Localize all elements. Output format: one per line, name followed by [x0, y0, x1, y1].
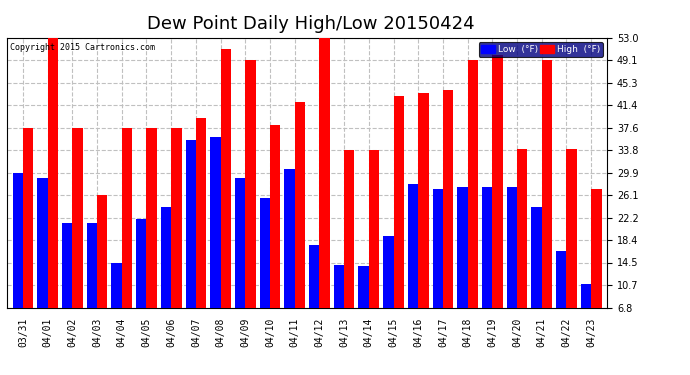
Text: Dew Point Daily High/Low 20150424: Dew Point Daily High/Low 20150424 [147, 15, 474, 33]
Bar [358, 266, 369, 347]
Bar [270, 125, 280, 347]
Bar [408, 184, 418, 347]
Bar [457, 186, 468, 347]
Text: Copyright 2015 Cartronics.com: Copyright 2015 Cartronics.com [10, 43, 155, 52]
Bar [121, 128, 132, 347]
Bar [196, 118, 206, 347]
Bar [309, 245, 319, 347]
Bar [245, 60, 256, 347]
Bar [259, 198, 270, 347]
Legend: Low  (°F), High  (°F): Low (°F), High (°F) [479, 42, 602, 57]
Bar [319, 38, 330, 347]
Bar [383, 236, 393, 347]
Bar [12, 172, 23, 347]
Bar [468, 60, 478, 347]
Bar [591, 189, 602, 347]
Bar [506, 186, 517, 347]
Bar [87, 224, 97, 347]
Bar [62, 224, 72, 347]
Bar [443, 90, 453, 347]
Bar [72, 128, 83, 347]
Bar [433, 189, 443, 347]
Bar [531, 207, 542, 347]
Bar [556, 251, 566, 347]
Bar [48, 38, 58, 347]
Bar [482, 186, 493, 347]
Bar [23, 128, 33, 347]
Bar [369, 150, 380, 347]
Bar [37, 178, 48, 347]
Bar [418, 93, 428, 347]
Bar [97, 195, 108, 347]
Bar [334, 266, 344, 347]
Bar [161, 207, 171, 347]
Bar [393, 96, 404, 347]
Bar [235, 178, 245, 347]
Bar [221, 49, 231, 347]
Bar [493, 55, 503, 347]
Bar [566, 148, 577, 347]
Bar [210, 137, 221, 347]
Bar [517, 148, 527, 347]
Bar [295, 102, 305, 347]
Bar [186, 140, 196, 347]
Bar [136, 219, 146, 347]
Bar [344, 150, 355, 347]
Bar [171, 128, 181, 347]
Bar [542, 60, 552, 347]
Bar [111, 262, 121, 347]
Bar [581, 284, 591, 347]
Bar [284, 169, 295, 347]
Bar [146, 128, 157, 347]
